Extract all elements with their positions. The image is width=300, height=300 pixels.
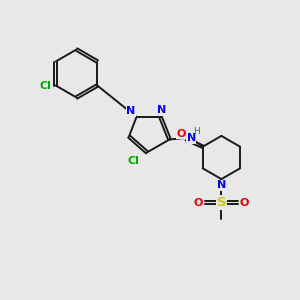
Text: Cl: Cl <box>39 80 51 91</box>
Text: S: S <box>217 196 226 209</box>
Text: O: O <box>240 197 249 208</box>
Text: N: N <box>127 106 136 116</box>
Text: N: N <box>217 180 226 190</box>
Text: O: O <box>176 129 185 139</box>
Text: O: O <box>194 197 203 208</box>
Text: H: H <box>193 127 200 136</box>
Text: N: N <box>158 105 166 116</box>
Text: Cl: Cl <box>128 156 140 166</box>
Text: N: N <box>187 133 196 143</box>
